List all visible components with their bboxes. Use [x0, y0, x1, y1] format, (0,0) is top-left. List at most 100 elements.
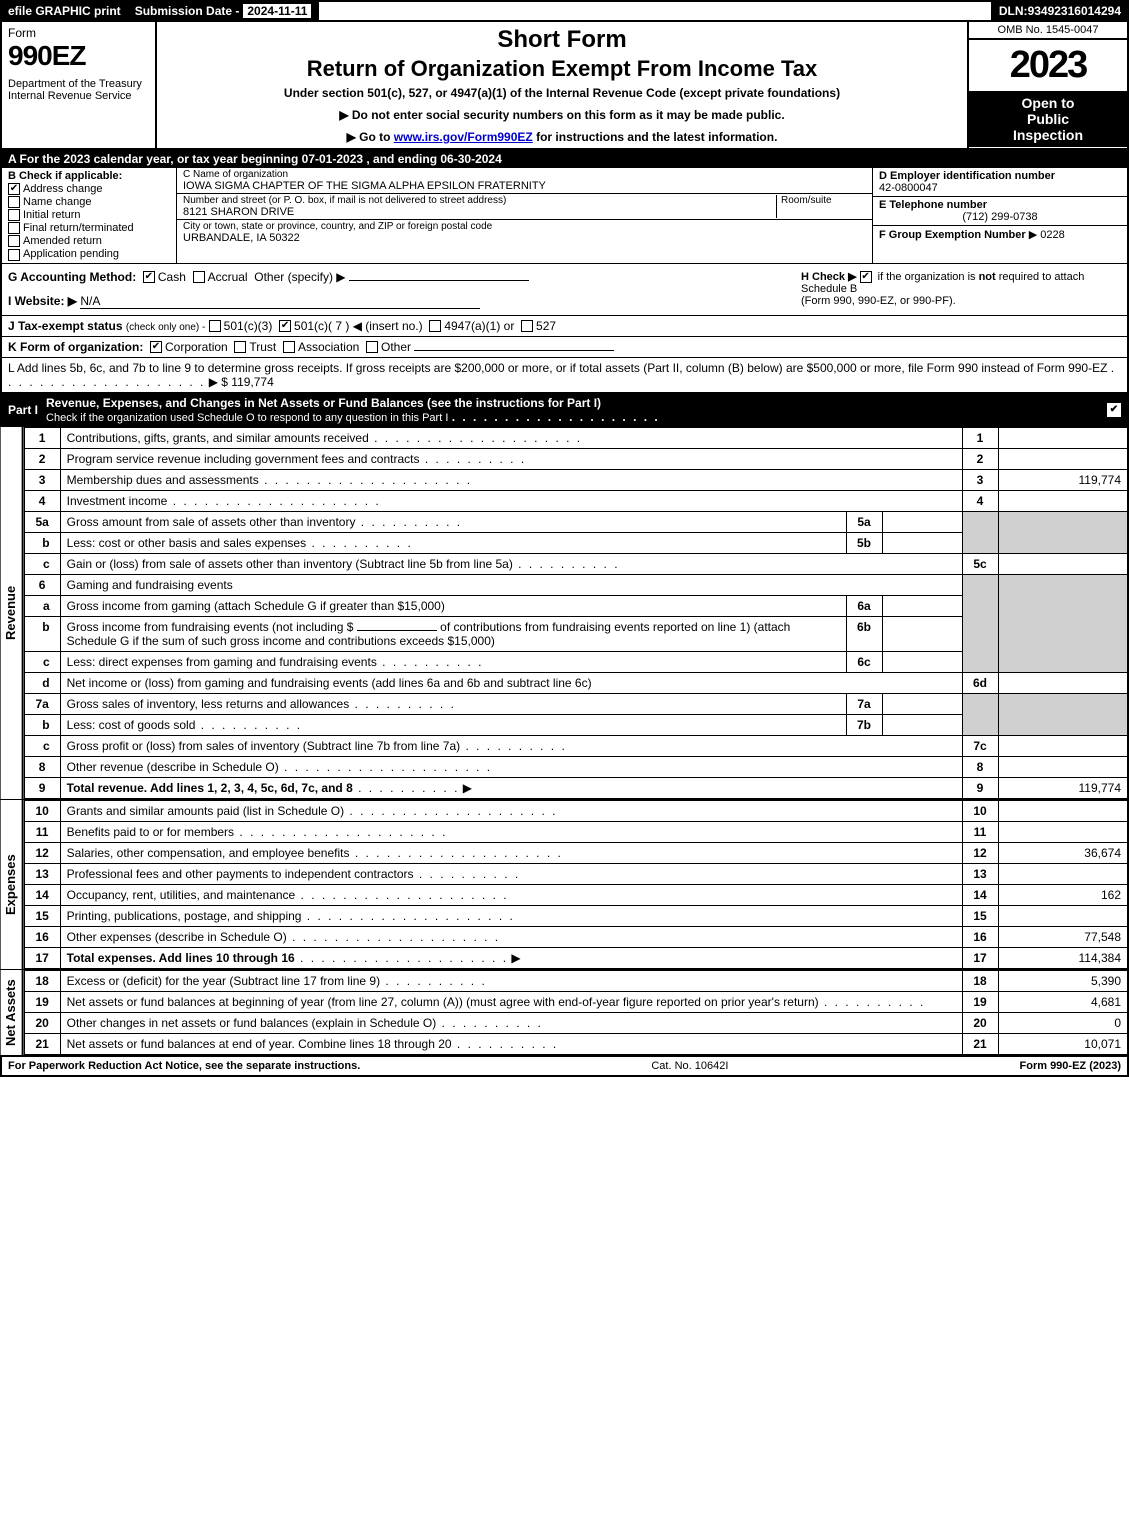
part1-checkbox[interactable]: ✔ — [1107, 403, 1121, 417]
l1-rv — [998, 427, 1128, 448]
e-value: (712) 299-0738 — [879, 211, 1121, 223]
l7a-num: 7a — [24, 693, 60, 714]
l5c-rv — [998, 553, 1128, 574]
chk-trust[interactable] — [234, 341, 246, 353]
line-3: 3Membership dues and assessments3119,774 — [24, 469, 1128, 490]
l14-rn: 14 — [962, 884, 998, 905]
efile-label[interactable]: efile GRAPHIC print — [2, 2, 129, 20]
l15-dots — [301, 909, 514, 923]
line-6d: dNet income or (loss) from gaming and fu… — [24, 672, 1128, 693]
l16-desc: Other expenses (describe in Schedule O) — [67, 930, 287, 944]
l6d-num: d — [24, 672, 60, 693]
line-1: 1Contributions, gifts, grants, and simil… — [24, 427, 1128, 448]
initial-return-label: Initial return — [23, 209, 80, 221]
j-501c: 501(c)( 7 ) ◀ (insert no.) — [294, 319, 423, 333]
l10-rn: 10 — [962, 800, 998, 821]
e-phone: E Telephone number (712) 299-0738 — [873, 197, 1127, 226]
inspection-1: Open to — [971, 95, 1125, 111]
k-other-input[interactable] — [414, 350, 614, 351]
chk-corp[interactable]: ✔ — [150, 341, 162, 353]
l2-num: 2 — [24, 448, 60, 469]
line-14: 14 Occupancy, rent, utilities, and mainte… — [24, 884, 1128, 905]
g-cash: Cash — [158, 270, 186, 284]
g-other-input[interactable] — [349, 280, 529, 281]
l14-desc: Occupancy, rent, utilities, and maintena… — [67, 888, 296, 902]
j-501c3: 501(c)(3) — [224, 319, 273, 333]
l20-desc: Other changes in net assets or fund bala… — [67, 1016, 437, 1030]
part1-check-line: Check if the organization used Schedule … — [46, 412, 448, 424]
chk-final-return[interactable]: Final return/terminated — [8, 222, 170, 234]
l13-rv — [998, 863, 1128, 884]
name-change-label: Name change — [23, 196, 92, 208]
l14-dots — [295, 888, 508, 902]
f-value: ▶ 0228 — [1029, 229, 1065, 241]
l5b-num: b — [24, 532, 60, 553]
identity-block: B Check if applicable: ✔Address change N… — [0, 168, 1129, 264]
section-b: B Check if applicable: ✔Address change N… — [2, 168, 177, 263]
l6c-in: 6c — [846, 651, 882, 672]
chk-assoc[interactable] — [283, 341, 295, 353]
l6a-in: 6a — [846, 595, 882, 616]
line-8: 8Other revenue (describe in Schedule O)8 — [24, 756, 1128, 777]
l11-desc: Benefits paid to or for members — [67, 825, 234, 839]
l18-desc: Excess or (deficit) for the year (Subtra… — [67, 974, 380, 988]
d-label: D Employer identification number — [879, 170, 1055, 182]
chk-accrual[interactable] — [193, 271, 205, 283]
c-city-row: City or town, state or province, country… — [177, 220, 872, 245]
chk-4947[interactable] — [429, 320, 441, 332]
j-label: J Tax-exempt status — [8, 319, 123, 333]
chk-name-change[interactable]: Name change — [8, 196, 170, 208]
l6d-rn: 6d — [962, 672, 998, 693]
chk-cash[interactable]: ✔ — [143, 271, 155, 283]
l6b-input[interactable] — [357, 630, 437, 631]
l7ab-shade-rv — [998, 693, 1128, 735]
footer-right-post: (2023) — [1089, 1060, 1121, 1072]
chk-address-change[interactable]: ✔Address change — [8, 183, 170, 195]
page-footer: For Paperwork Reduction Act Notice, see … — [0, 1057, 1129, 1077]
l5c-dots — [513, 557, 620, 571]
section-j: J Tax-exempt status (check only one) - 5… — [0, 316, 1129, 337]
l3-rn: 3 — [962, 469, 998, 490]
l13-desc: Professional fees and other payments to … — [67, 867, 414, 881]
i-label: I Website: ▶ — [8, 294, 77, 308]
line-9: 9Total revenue. Add lines 1, 2, 3, 4, 5c… — [24, 777, 1128, 798]
inspection-2: Public — [971, 111, 1125, 127]
omb-number: OMB No. 1545-0047 — [969, 22, 1127, 40]
l16-rv: 77,548 — [998, 926, 1128, 947]
final-return-label: Final return/terminated — [23, 222, 134, 234]
c-city-label: City or town, state or province, country… — [183, 221, 866, 232]
e-label: E Telephone number — [879, 199, 987, 211]
l19-rn: 19 — [962, 991, 998, 1012]
l19-num: 19 — [24, 991, 60, 1012]
chk-501c[interactable]: ✔ — [279, 320, 291, 332]
l7b-in: 7b — [846, 714, 882, 735]
chk-other-org[interactable] — [366, 341, 378, 353]
l4-desc: Investment income — [67, 494, 168, 508]
k-label: K Form of organization: — [8, 340, 143, 354]
part1-title-text: Revenue, Expenses, and Changes in Net As… — [46, 396, 601, 410]
h-not: not — [979, 271, 996, 283]
l19-desc: Net assets or fund balances at beginning… — [67, 995, 819, 1009]
l19-rv: 4,681 — [998, 991, 1128, 1012]
l9-dots — [353, 781, 460, 795]
irs-link[interactable]: www.irs.gov/Form990EZ — [394, 130, 533, 144]
g-accrual: Accrual — [208, 270, 248, 284]
chk-501c3[interactable] — [209, 320, 221, 332]
form-number: 990EZ — [8, 40, 149, 72]
l6-shade-rv — [998, 574, 1128, 672]
instr2-pre: ▶ Go to — [347, 130, 394, 144]
l11-dots — [234, 825, 447, 839]
line-12: 12Salaries, other compensation, and empl… — [24, 842, 1128, 863]
l6-shade-rn — [962, 574, 998, 672]
l16-dots — [287, 930, 500, 944]
l8-desc: Other revenue (describe in Schedule O) — [67, 760, 279, 774]
chk-application-pending[interactable]: Application pending — [8, 248, 170, 260]
chk-initial-return[interactable]: Initial return — [8, 209, 170, 221]
l14-num: 14 — [24, 884, 60, 905]
line-7a: 7aGross sales of inventory, less returns… — [24, 693, 1128, 714]
chk-amended-return[interactable]: Amended return — [8, 235, 170, 247]
chk-schedule-b[interactable]: ✔ — [860, 271, 872, 283]
l6d-rv — [998, 672, 1128, 693]
k-other: Other — [381, 340, 411, 354]
chk-527[interactable] — [521, 320, 533, 332]
